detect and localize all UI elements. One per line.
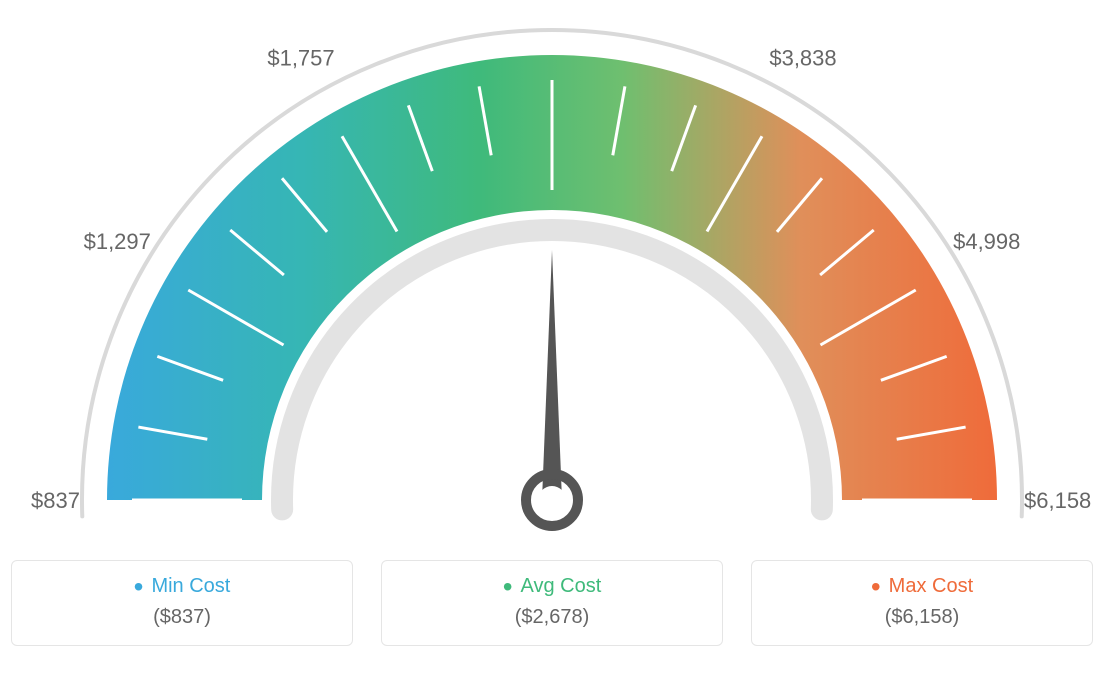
min-cost-card: Min Cost ($837) bbox=[11, 560, 353, 646]
gauge-needle bbox=[542, 250, 562, 500]
gauge-tick-label: $3,838 bbox=[769, 45, 836, 70]
gauge-tick-label: $1,297 bbox=[84, 229, 151, 254]
avg-cost-value: ($2,678) bbox=[392, 606, 712, 629]
legend-row: Min Cost ($837) Avg Cost ($2,678) Max Co… bbox=[0, 560, 1104, 666]
max-cost-label: Max Cost bbox=[762, 575, 1082, 598]
gauge-chart: $837$1,297$1,757$2,678$3,838$4,998$6,158 bbox=[0, 0, 1104, 560]
min-cost-value: ($837) bbox=[22, 606, 342, 629]
min-cost-label: Min Cost bbox=[22, 575, 342, 598]
gauge-tick-label: $6,158 bbox=[1024, 488, 1091, 513]
avg-cost-card: Avg Cost ($2,678) bbox=[381, 560, 723, 646]
max-cost-card: Max Cost ($6,158) bbox=[751, 560, 1093, 646]
gauge-tick-label: $4,998 bbox=[953, 229, 1020, 254]
avg-cost-label: Avg Cost bbox=[392, 575, 712, 598]
gauge-tick-label: $1,757 bbox=[267, 45, 334, 70]
max-cost-value: ($6,158) bbox=[762, 606, 1082, 629]
gauge-tick-label: $837 bbox=[31, 488, 80, 513]
